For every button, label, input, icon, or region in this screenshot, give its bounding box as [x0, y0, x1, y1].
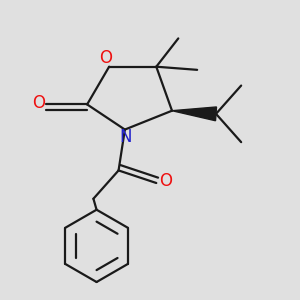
Text: N: N — [119, 128, 132, 146]
Polygon shape — [172, 107, 217, 121]
Text: O: O — [159, 172, 172, 190]
Text: O: O — [32, 94, 45, 112]
Text: O: O — [100, 49, 112, 67]
